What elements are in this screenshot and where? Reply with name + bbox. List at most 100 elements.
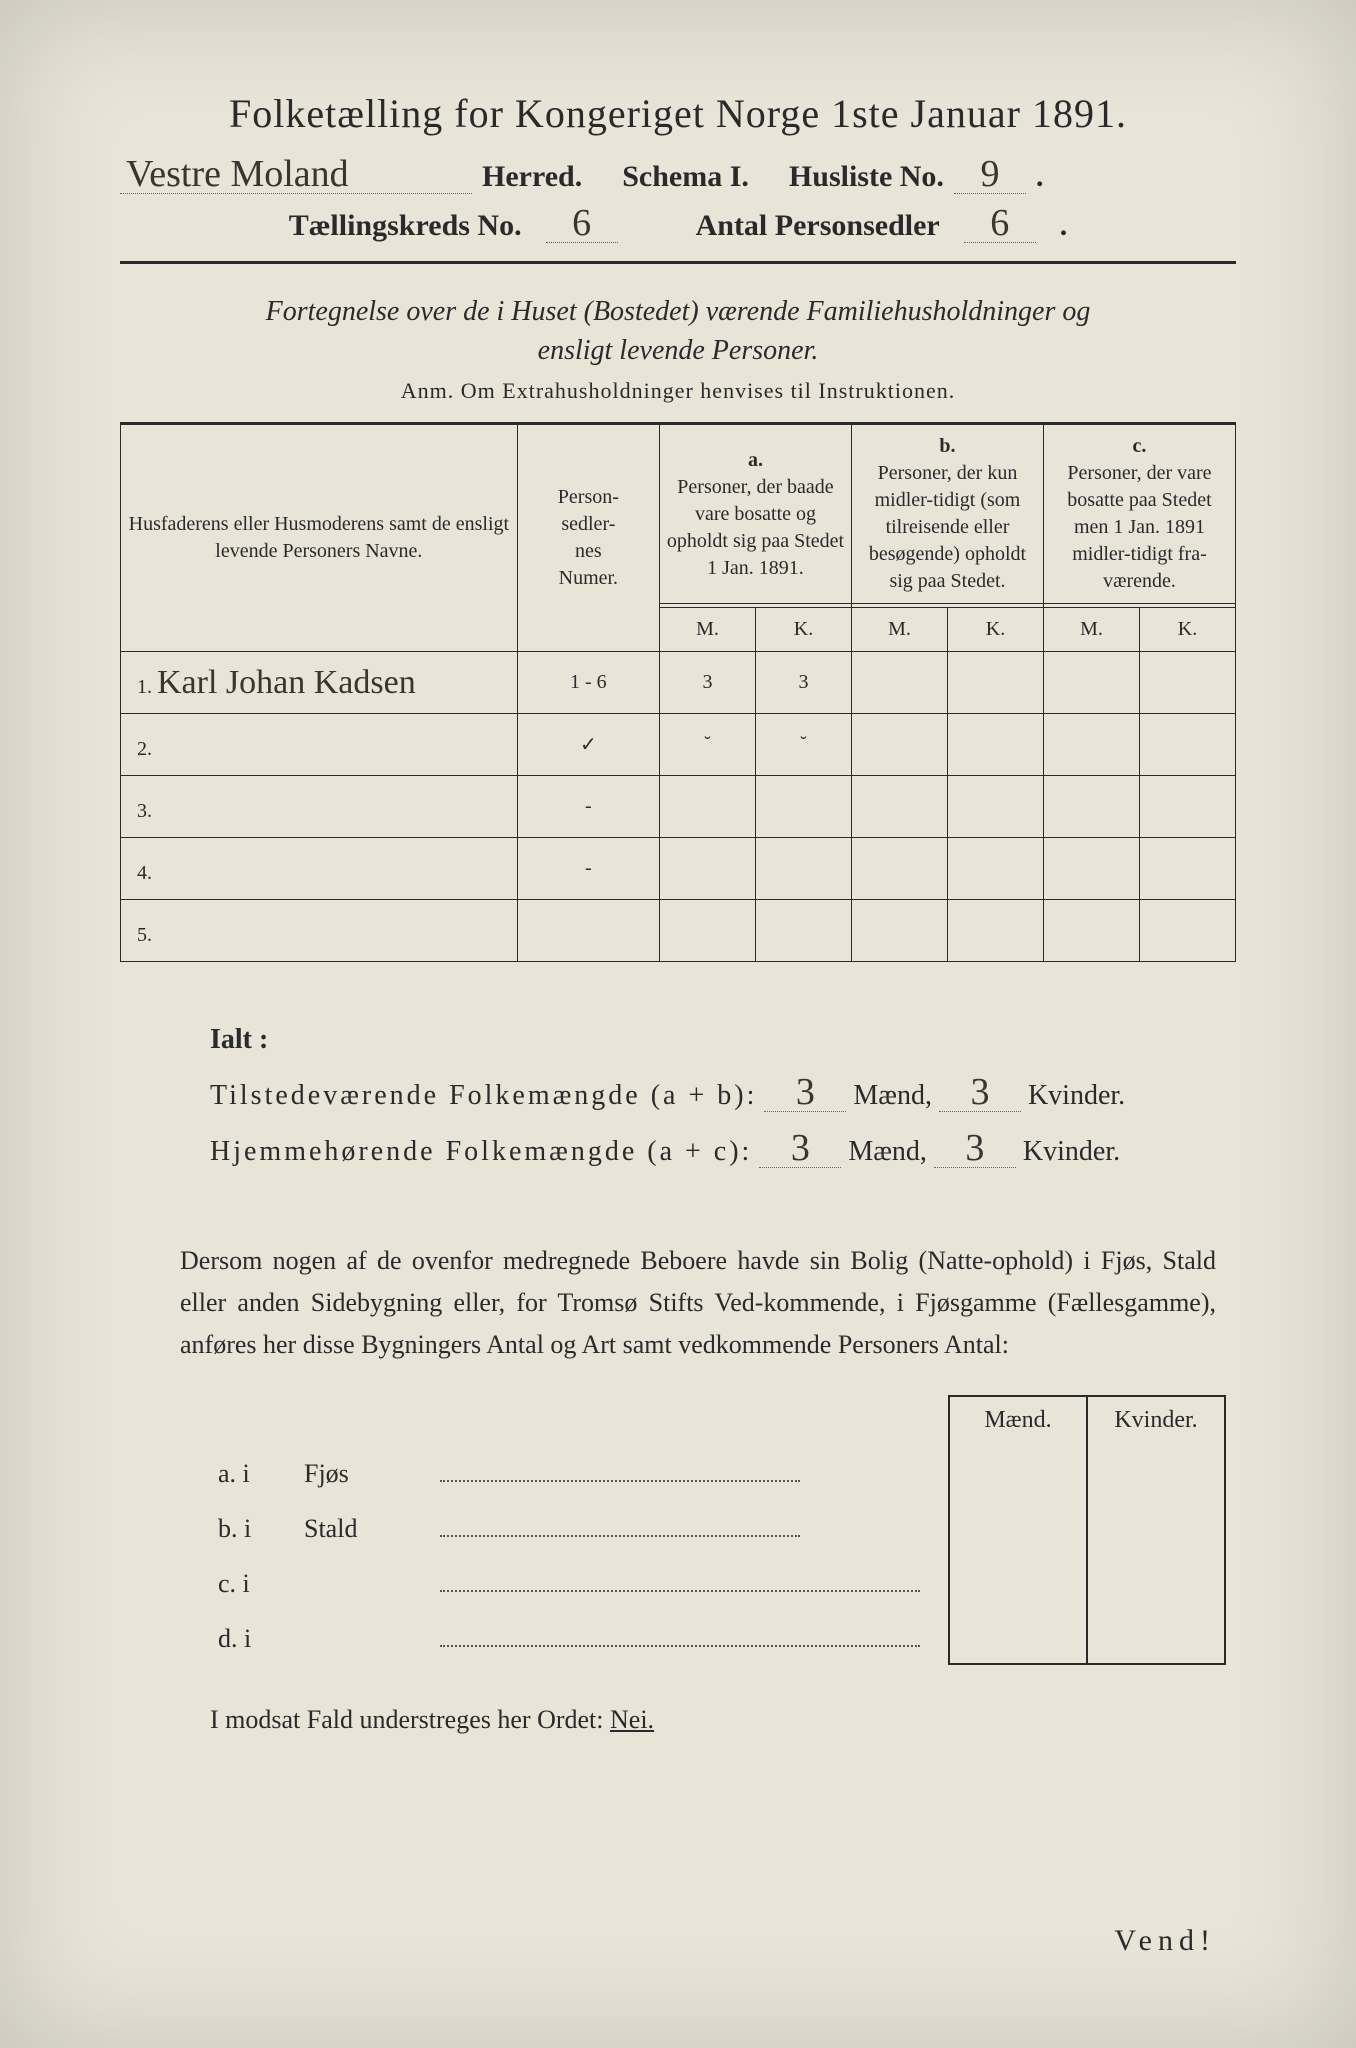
ob-dots: [432, 1444, 949, 1499]
row-b-k: [947, 714, 1043, 776]
header-row-2: Tællingskreds No. 6 Antal Personsedler 6…: [120, 204, 1236, 243]
census-form-page: Folketælling for Kongeriget Norge 1ste J…: [0, 0, 1356, 2048]
totals-1-kvinder: Kvinder.: [1028, 1080, 1125, 1111]
row-c-m: [1043, 838, 1139, 900]
totals-line-2: Hjemmehørende Folkemængde (a + c): 3 Mæn…: [210, 1124, 1236, 1180]
row-b-m: [851, 900, 947, 962]
footer-line: I modsat Fald understreges her Ordet: Ne…: [210, 1705, 1236, 1735]
husliste-no: 9: [954, 155, 1026, 194]
household-table: Husfaderens eller Husmoderens samt de en…: [120, 422, 1236, 962]
ob-m: [949, 1554, 1087, 1609]
th-a-k: K.: [755, 608, 851, 652]
th-b-letter: b.: [939, 435, 955, 457]
outbuild-row: d. i: [210, 1609, 1225, 1664]
row-c-k: [1139, 714, 1235, 776]
row-a-k: ˘: [755, 714, 851, 776]
table-row: 2. ✓˘˘: [121, 714, 1236, 776]
totals-2-maend: Mænd,: [848, 1136, 927, 1167]
ob-k: [1087, 1554, 1225, 1609]
totals-2-k: 3: [934, 1129, 1016, 1168]
th-num: Person- sedler- nes Numer.: [517, 424, 659, 652]
ob-dots: [432, 1609, 949, 1664]
totals-1-label: Tilstedeværende Folkemængde (a + b):: [210, 1080, 757, 1111]
ob-label: c. i: [210, 1554, 296, 1609]
row-b-m: [851, 652, 947, 714]
kreds-label: Tællingskreds No.: [289, 209, 522, 243]
footer-nei: Nei.: [610, 1705, 654, 1734]
totals-line-1: Tilstedeværende Folkemængde (a + b): 3 M…: [210, 1068, 1236, 1124]
row-c-k: [1139, 652, 1235, 714]
totals-2-label: Hjemmehørende Folkemængde (a + c):: [210, 1136, 752, 1167]
ob-k: [1087, 1609, 1225, 1664]
th-name: Husfaderens eller Husmoderens samt de en…: [121, 424, 518, 652]
outbuild-row: b. iStald: [210, 1499, 1225, 1554]
row-a-m: [659, 838, 755, 900]
herred-label: Herred.: [482, 160, 582, 194]
row-num: -: [517, 776, 659, 838]
totals-block: Ialt : Tilstedeværende Folkemængde (a + …: [210, 1012, 1236, 1180]
antal-no: 6: [964, 204, 1036, 243]
ob-maend-head: Mænd.: [949, 1396, 1087, 1444]
th-a: a. Personer, der baade vare bosatte og o…: [659, 424, 851, 604]
footer-pre: I modsat Fald understreges her Ordet:: [210, 1705, 610, 1734]
totals-2-m: 3: [759, 1129, 841, 1168]
row-b-m: [851, 838, 947, 900]
row-num: 1 - 6: [517, 652, 659, 714]
row-c-k: [1139, 900, 1235, 962]
row-c-m: [1043, 652, 1139, 714]
th-c-letter: c.: [1133, 435, 1147, 457]
row-a-m: 3: [659, 652, 755, 714]
row-number: 4.: [121, 838, 518, 900]
kreds-no: 6: [546, 204, 618, 243]
row-b-k: [947, 776, 1043, 838]
divider-1: [120, 261, 1236, 264]
row-number: 1. Karl Johan Kadsen: [121, 652, 518, 714]
ob-m: [949, 1609, 1087, 1664]
ob-kvinder-head: Kvinder.: [1087, 1396, 1225, 1444]
th-c-text: Personer, der vare bosatte paa Stedet me…: [1067, 462, 1211, 592]
th-c-k: K.: [1139, 608, 1235, 652]
ob-label: a. i: [210, 1444, 296, 1499]
th-b-m: M.: [851, 608, 947, 652]
ialt-label: Ialt :: [210, 1012, 1236, 1068]
vend-label: Vend!: [1114, 1924, 1216, 1958]
th-a-letter: a.: [748, 449, 763, 471]
ob-m: [949, 1499, 1087, 1554]
row-b-k: [947, 652, 1043, 714]
table-row: 3. -: [121, 776, 1236, 838]
anm-note: Anm. Om Extrahusholdninger henvises til …: [120, 378, 1236, 404]
table-row: 4. -: [121, 838, 1236, 900]
row-b-m: [851, 776, 947, 838]
th-b-k: K.: [947, 608, 1043, 652]
row-num: [517, 900, 659, 962]
table-row: 5.: [121, 900, 1236, 962]
husliste-label: Husliste No.: [789, 160, 944, 194]
row-c-m: [1043, 900, 1139, 962]
page-title: Folketælling for Kongeriget Norge 1ste J…: [120, 90, 1236, 137]
schema-label: Schema I.: [622, 160, 749, 194]
ob-label: b. i: [210, 1499, 296, 1554]
row-num: ✓: [517, 714, 659, 776]
totals-1-k: 3: [939, 1073, 1021, 1112]
row-b-k: [947, 838, 1043, 900]
subtitle: Fortegnelse over de i Huset (Bostedet) v…: [228, 292, 1128, 370]
ob-k: [1087, 1444, 1225, 1499]
row-name-hand: Karl Johan Kadsen: [157, 664, 416, 701]
totals-1-m: 3: [764, 1073, 846, 1112]
ob-m: [949, 1444, 1087, 1499]
ob-label: d. i: [210, 1609, 296, 1664]
ob-type: Fjøs: [296, 1444, 432, 1499]
row-c-k: [1139, 838, 1235, 900]
row-number: 2.: [121, 714, 518, 776]
row-a-k: [755, 838, 851, 900]
outbuilding-paragraph: Dersom nogen af de ovenfor medregnede Be…: [180, 1240, 1216, 1365]
row-a-m: ˘: [659, 714, 755, 776]
th-b-text: Personer, der kun midler-tidigt (som til…: [869, 462, 1026, 592]
antal-label: Antal Personsedler: [696, 209, 940, 243]
row-b-m: [851, 714, 947, 776]
ob-type: Stald: [296, 1499, 432, 1554]
row-c-k: [1139, 776, 1235, 838]
row-c-m: [1043, 714, 1139, 776]
row-number: 3.: [121, 776, 518, 838]
ob-type: [296, 1554, 432, 1609]
